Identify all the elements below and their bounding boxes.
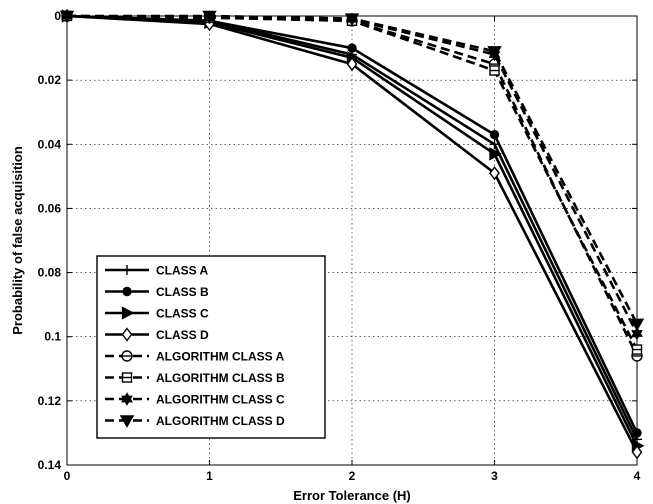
y-tick-label: 0 <box>54 9 61 23</box>
legend-item: CLASS A <box>105 264 209 278</box>
legend-label: CLASS C <box>156 307 209 321</box>
x-tick-label: 1 <box>206 469 213 483</box>
legend-box <box>96 255 326 439</box>
legend-marker <box>121 350 133 362</box>
data-point <box>202 10 217 24</box>
data-point <box>487 46 502 59</box>
legend-marker <box>119 415 135 428</box>
data-point <box>629 318 645 332</box>
x-tick-label: 0 <box>64 469 71 483</box>
legend-label: ALGORITHM CLASS D <box>156 414 285 428</box>
y-axis-ticks: 0 0.02 0.04 0.06 0.08 0.1 0.12 0.14 <box>38 9 637 472</box>
legend-item: CLASS B <box>105 285 209 299</box>
data-point <box>489 147 503 161</box>
data-point <box>489 129 500 140</box>
legend: CLASS A CLASS B CLASS C CLASS D ALGORITHM CL… <box>96 255 326 439</box>
series-layer <box>59 8 645 460</box>
legend-item: CLASS C <box>105 306 209 321</box>
legend-marker <box>121 392 133 406</box>
data-point <box>631 445 643 460</box>
series-algorithm-class-d <box>59 10 645 332</box>
legend-label: CLASS A <box>156 264 209 278</box>
legend-item: ALGORITHM CLASS C <box>105 392 285 407</box>
legend-item: ALGORITHM CLASS D <box>105 414 285 428</box>
legend-marker <box>121 372 133 383</box>
data-point <box>59 10 75 24</box>
y-tick-label: 0.12 <box>38 394 62 408</box>
y-tick-label: 0.02 <box>38 73 62 87</box>
legend-item: ALGORITHM CLASS B <box>105 371 285 385</box>
x-tick-label: 4 <box>634 469 641 483</box>
x-axis-label: Error Tolerance (H) <box>293 488 411 503</box>
data-point <box>346 56 358 72</box>
data-point <box>631 326 643 341</box>
legend-marker <box>122 265 132 275</box>
legend-marker <box>121 306 135 320</box>
y-axis-label: Probability of false acquisition <box>10 146 25 335</box>
data-point <box>347 43 357 53</box>
y-tick-label: 0.1 <box>44 330 61 344</box>
data-point <box>344 13 360 26</box>
data-point <box>631 344 643 355</box>
legend-marker <box>122 286 132 297</box>
y-tick-label: 0.04 <box>38 137 62 151</box>
x-tick-label: 2 <box>349 469 356 483</box>
legend-label: ALGORITHM CLASS C <box>156 393 285 407</box>
y-tick-label: 0.14 <box>38 458 62 472</box>
data-point <box>489 65 500 76</box>
legend-item: ALGORITHM CLASS A <box>105 350 285 364</box>
data-point <box>632 428 642 438</box>
legend-label: CLASS D <box>156 328 209 342</box>
legend-label: ALGORITHM CLASS B <box>156 371 285 385</box>
y-tick-label: 0.06 <box>38 201 62 215</box>
legend-label: CLASS B <box>156 285 209 299</box>
x-tick-label: 3 <box>491 469 498 483</box>
legend-item: CLASS D <box>105 327 209 342</box>
data-point <box>489 165 500 181</box>
y-tick-label: 0.08 <box>38 266 62 280</box>
legend-label: ALGORITHM CLASS A <box>156 350 285 364</box>
legend-marker <box>121 327 133 342</box>
